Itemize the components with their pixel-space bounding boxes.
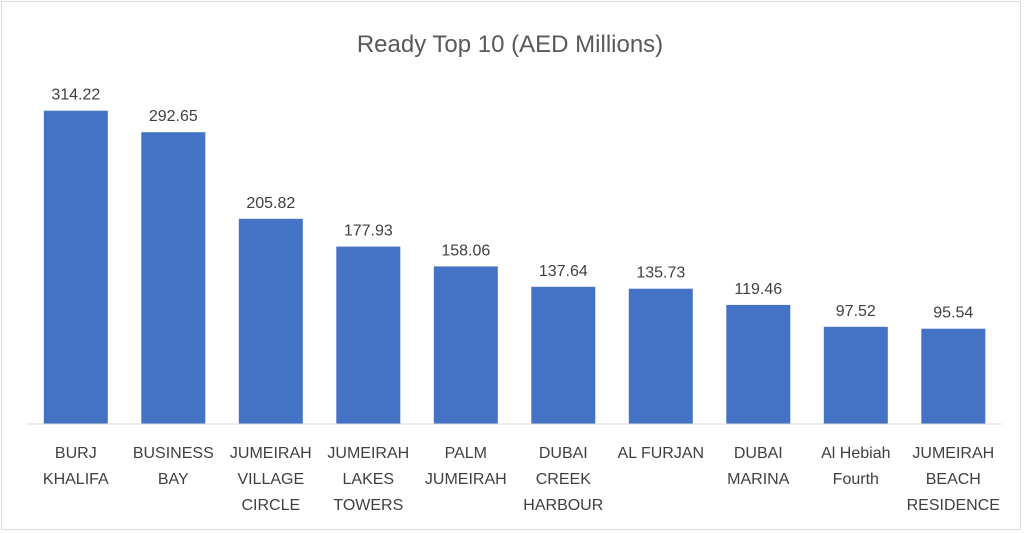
category-label-5-line-0: DUBAI xyxy=(539,445,588,462)
category-label-0-line-0: BURJ xyxy=(55,445,97,462)
data-label-8: 97.52 xyxy=(836,303,876,320)
data-label-4: 158.06 xyxy=(441,242,490,259)
category-label-2-line-0: JUMEIRAH xyxy=(230,445,312,462)
category-label-6-line-0: AL FURJAN xyxy=(618,445,705,462)
data-label-9: 95.54 xyxy=(933,305,973,322)
bar-4 xyxy=(433,266,498,424)
category-label-9-line-1: BEACH xyxy=(926,471,981,488)
data-label-3: 177.93 xyxy=(344,223,393,240)
category-label-7-line-1: MARINA xyxy=(727,471,790,488)
category-label-5-line-2: HARBOUR xyxy=(523,497,603,514)
category-label-3-line-1: LAKES xyxy=(343,471,395,488)
data-label-1: 292.65 xyxy=(149,108,198,125)
category-label-3-line-2: TOWERS xyxy=(333,497,403,514)
category-label-4-line-1: JUMEIRAH xyxy=(425,471,507,488)
category-label-2-line-2: CIRCLE xyxy=(241,497,300,514)
category-label-0-line-1: KHALIFA xyxy=(43,471,109,488)
bar-2 xyxy=(238,218,303,424)
bar-0 xyxy=(43,110,108,424)
bar-8 xyxy=(823,326,888,424)
bar-6 xyxy=(628,288,693,424)
data-labels-group: 314.22 292.65 205.82 177.93 158.06 137.64 135.… xyxy=(51,87,973,322)
bar-5 xyxy=(531,286,596,424)
bar-9 xyxy=(921,328,986,424)
category-label-8-line-1: Fourth xyxy=(833,471,879,488)
bar-3 xyxy=(336,246,401,424)
category-label-3-line-0: JUMEIRAH xyxy=(327,445,409,462)
category-labels-group: BURJ KHALIFA BUSINESS BAY JUMEIRAH VILLAGE CIR… xyxy=(43,445,1000,514)
category-label-5-line-1: CREEK xyxy=(536,471,591,488)
category-label-2-line-1: VILLAGE xyxy=(237,471,304,488)
chart-title: Ready Top 10 (AED Millions) xyxy=(357,31,663,58)
data-label-0: 314.22 xyxy=(51,87,100,104)
category-label-4-line-0: PALM xyxy=(445,445,487,462)
category-label-1-line-0: BUSINESS xyxy=(133,445,214,462)
category-label-9-line-0: JUMEIRAH xyxy=(912,445,994,462)
bar-1 xyxy=(141,132,206,424)
bars-group xyxy=(43,110,986,424)
bar-7 xyxy=(726,304,791,424)
data-label-7: 119.46 xyxy=(734,281,782,298)
data-label-5: 137.64 xyxy=(539,263,588,280)
category-label-9-line-2: RESIDENCE xyxy=(907,497,1000,514)
data-label-6: 135.73 xyxy=(636,265,685,282)
data-label-2: 205.82 xyxy=(246,195,295,212)
category-label-7-line-0: DUBAI xyxy=(734,445,783,462)
category-label-1-line-1: BAY xyxy=(158,471,189,488)
category-label-8-line-0: Al Hebiah xyxy=(821,445,890,462)
